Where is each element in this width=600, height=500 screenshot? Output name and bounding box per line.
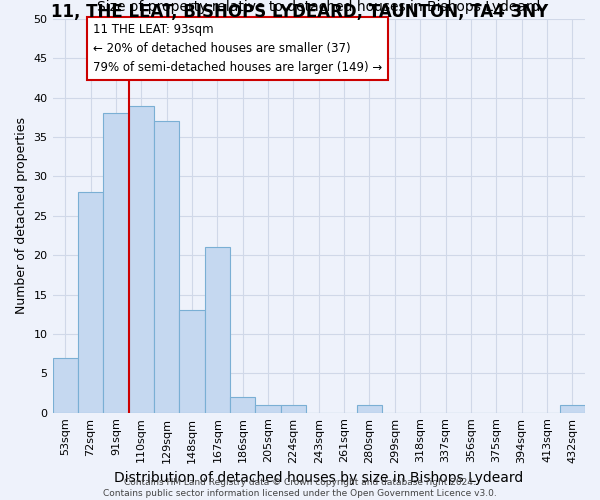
Y-axis label: Number of detached properties: Number of detached properties bbox=[15, 118, 28, 314]
Bar bbox=[357, 405, 382, 412]
Bar bbox=[53, 358, 78, 412]
Bar bbox=[78, 192, 103, 412]
Bar bbox=[205, 248, 230, 412]
Bar bbox=[230, 397, 256, 412]
Text: 11 THE LEAT: 93sqm
← 20% of detached houses are smaller (37)
79% of semi-detache: 11 THE LEAT: 93sqm ← 20% of detached hou… bbox=[93, 23, 382, 74]
Bar bbox=[179, 310, 205, 412]
X-axis label: Distribution of detached houses by size in Bishops Lydeard: Distribution of detached houses by size … bbox=[114, 471, 523, 485]
Bar bbox=[560, 405, 585, 412]
Text: 11, THE LEAT, BISHOPS LYDEARD, TAUNTON, TA4 3NY: 11, THE LEAT, BISHOPS LYDEARD, TAUNTON, … bbox=[52, 2, 548, 21]
Bar bbox=[103, 114, 128, 412]
Bar bbox=[154, 122, 179, 412]
Bar bbox=[128, 106, 154, 412]
Title: Size of property relative to detached houses in Bishops Lydeard: Size of property relative to detached ho… bbox=[97, 0, 541, 14]
Bar bbox=[281, 405, 306, 412]
Bar bbox=[256, 405, 281, 412]
Text: Contains HM Land Registry data © Crown copyright and database right 2024.
Contai: Contains HM Land Registry data © Crown c… bbox=[103, 478, 497, 498]
